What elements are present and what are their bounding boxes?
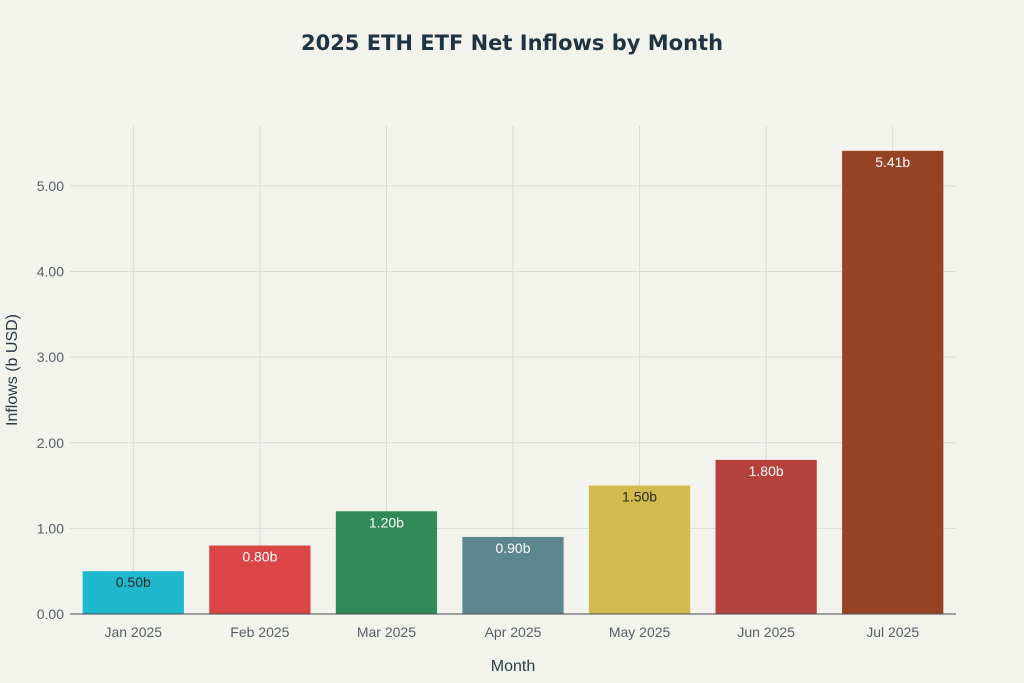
y-tick-label: 4.00: [37, 264, 64, 280]
x-tick-label: Feb 2025: [230, 624, 289, 640]
x-axis-ticks: Jan 2025 Feb 2025 Mar 2025 Apr 2025 May 2025…: [104, 624, 919, 640]
bar-value-label: 0.50b: [116, 574, 151, 590]
bar: [209, 545, 311, 614]
bar-value-label: 1.20b: [369, 514, 404, 530]
x-tick-label: Apr 2025: [485, 624, 542, 640]
bar: [82, 571, 184, 614]
bar-value-label: 0.90b: [495, 540, 530, 556]
x-tick-label: Mar 2025: [357, 624, 416, 640]
x-tick-label: Jan 2025: [104, 624, 162, 640]
chart-title: 2025 ETH ETF Net Inflows by Month: [301, 31, 723, 55]
bar: [715, 459, 817, 614]
x-tick-label: May 2025: [609, 624, 671, 640]
y-tick-label: 5.00: [37, 178, 64, 194]
bar: [462, 536, 564, 614]
bar-value-label: 1.50b: [622, 489, 657, 505]
bar-value-label: 0.80b: [242, 549, 277, 565]
y-axis-ticks: 0.00 1.00 2.00 3.00 4.00 5.00: [37, 178, 64, 622]
bars: 0.50b 0.80b 1.20b 0.90b 1.50b 1.80b 5.41b: [82, 150, 944, 614]
y-tick-label: 2.00: [37, 435, 64, 451]
x-tick-label: Jul 2025: [866, 624, 919, 640]
bar: [335, 511, 438, 614]
bar-value-label: 5.41b: [875, 154, 910, 170]
y-tick-label: 0.00: [37, 606, 64, 622]
bar: [842, 150, 944, 614]
y-tick-label: 1.00: [37, 520, 64, 536]
bar: [588, 485, 691, 614]
y-tick-label: 3.00: [37, 349, 64, 365]
x-tick-label: Jun 2025: [737, 624, 795, 640]
bar-value-label: 1.80b: [749, 463, 784, 479]
x-axis-title: Month: [491, 658, 535, 675]
y-axis-title: Inflows (b USD): [4, 314, 21, 426]
